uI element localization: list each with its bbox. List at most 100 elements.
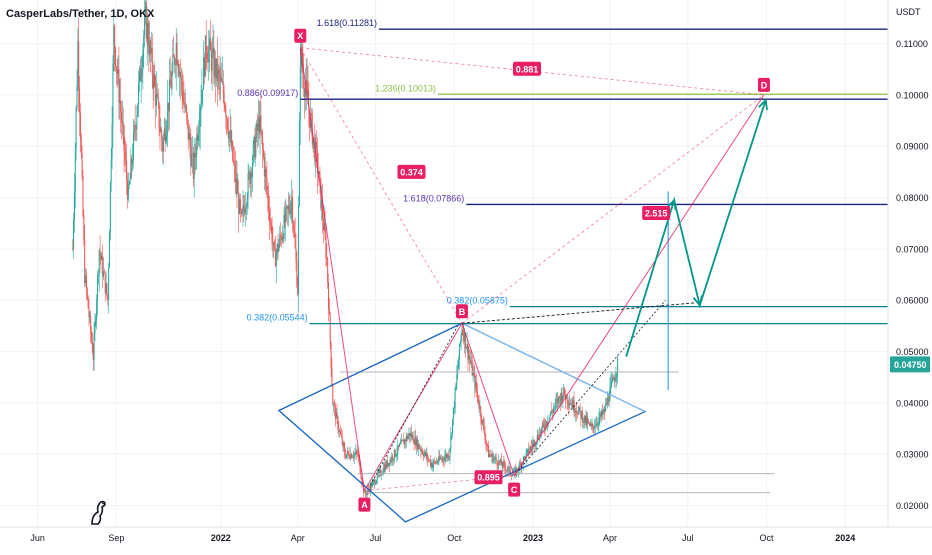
candle-body [298, 205, 300, 295]
candle-body [208, 48, 210, 63]
candle-body [120, 111, 122, 123]
candle-body [354, 453, 356, 455]
candle-body [79, 86, 81, 113]
candle-body [149, 40, 151, 56]
candle-body [363, 483, 365, 493]
candle-body [236, 178, 238, 194]
candle-body [395, 455, 397, 456]
candle-body [119, 101, 121, 104]
candle-body [430, 463, 432, 466]
candle-body [487, 445, 489, 447]
candle-body [559, 398, 561, 403]
candle-body [223, 93, 225, 106]
candle-body [97, 274, 99, 276]
candle-body [339, 430, 341, 435]
candle-body [255, 137, 257, 158]
time-axis-tick: Sep [108, 533, 124, 543]
candle-body [186, 113, 188, 120]
candle-body [605, 403, 607, 412]
candle-body [83, 215, 85, 240]
candle-body [375, 483, 377, 485]
candle-body [157, 96, 159, 103]
candle-body [360, 473, 362, 479]
candle-body [353, 454, 355, 458]
price-axis-tick: 0.10000 [896, 90, 929, 100]
candle-body [282, 236, 284, 240]
candle-body [322, 219, 324, 230]
candle-body [361, 478, 363, 483]
candle-body [468, 356, 470, 360]
candle-body [191, 153, 193, 166]
candle-body [292, 222, 294, 230]
candle-body [393, 449, 395, 460]
candle-body [99, 250, 101, 255]
candle-body [422, 453, 424, 457]
candle-body [444, 457, 446, 461]
candle-body [452, 418, 454, 434]
pattern-ratio-label: 0.895 [477, 473, 500, 483]
candle-body [385, 464, 387, 468]
candle-body [159, 128, 161, 132]
candle-body [180, 72, 182, 77]
pattern-point-badge [294, 28, 307, 43]
candle-body [274, 242, 276, 250]
price-axis-tick: 0.07000 [896, 244, 929, 254]
candle-body [400, 440, 402, 444]
candle-body [576, 410, 578, 414]
candle-body [488, 454, 490, 458]
time-axis-bg [0, 527, 932, 550]
candle-body [275, 253, 277, 267]
candle-body [540, 431, 542, 433]
candle-body [138, 82, 140, 104]
candle-body [484, 432, 486, 441]
candle-body [244, 209, 246, 214]
candle-body [380, 470, 382, 475]
candle-body [327, 258, 329, 283]
candle-body [523, 456, 525, 458]
candle-body [357, 452, 359, 455]
candle-body [313, 137, 315, 139]
candle-body [414, 437, 416, 445]
candle-body [333, 404, 335, 407]
candle-body [210, 50, 212, 71]
candle-body [218, 69, 220, 74]
pattern-leg [461, 323, 515, 476]
candle-body [175, 42, 177, 65]
candle-body [566, 395, 568, 403]
candle-body [387, 463, 389, 467]
candle-body [537, 435, 539, 439]
pattern-ratio-badge [397, 164, 426, 179]
time-axis-tick: Oct [760, 533, 775, 543]
candle-body [376, 473, 378, 481]
candle-body [533, 440, 535, 444]
candle-body [591, 423, 593, 427]
candle-body [254, 136, 256, 158]
candle-body [528, 448, 530, 454]
candle-body [132, 132, 134, 160]
candle-body [273, 242, 275, 245]
candle-body [458, 360, 460, 369]
candle-body [207, 58, 209, 63]
candle-body [374, 480, 376, 485]
candle-body [329, 313, 331, 342]
candle-body [464, 332, 466, 342]
candle-body [608, 400, 610, 403]
candle-body [469, 356, 471, 360]
candle-body [600, 413, 602, 417]
candle-body [482, 419, 484, 425]
candle-body [570, 403, 572, 405]
candle-body [181, 76, 183, 90]
candle-body [403, 439, 405, 445]
candle-body [396, 452, 398, 456]
candle-body [383, 468, 385, 472]
candle-body [611, 381, 613, 383]
candle-body [511, 474, 513, 477]
candle-body [257, 123, 259, 131]
candle-body [312, 137, 314, 145]
candle-body [168, 79, 170, 112]
candle-body [346, 451, 348, 455]
candle-body [130, 158, 132, 179]
candle-body [286, 206, 288, 208]
pattern-point-label: C [511, 485, 518, 495]
candle-body [424, 452, 426, 454]
